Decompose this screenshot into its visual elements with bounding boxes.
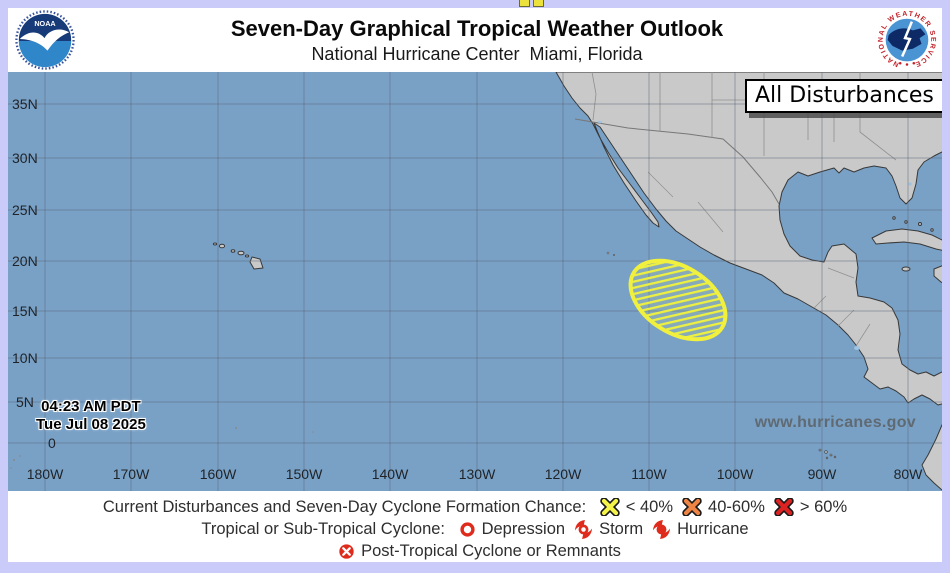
legend-item-depression: Depression	[459, 520, 565, 539]
legend-item-label: Hurricane	[677, 519, 749, 538]
lon-label-130W: 130W	[458, 466, 496, 482]
lon-label-160W: 160W	[199, 466, 237, 482]
page-title: Seven-Day Graphical Tropical Weather Out…	[230, 15, 724, 41]
legend-item-label: > 60%	[799, 497, 848, 516]
jamaica	[901, 266, 911, 272]
legend-item-post-tropical: Post-Tropical Cyclone or Remnants	[338, 542, 621, 561]
legend-line1-items: < 40% 40-60% > 60%	[600, 498, 847, 517]
revillagigedo-islands	[606, 251, 616, 257]
lat-label-35N: 35N	[12, 96, 38, 112]
hawaiian-islands	[212, 242, 264, 270]
legend-item-x-yellow: < 40%	[600, 498, 673, 517]
depression-icon	[459, 521, 475, 537]
overlay-mode-label: All Disturbances	[745, 79, 942, 113]
lon-label-80W: 80W	[893, 466, 923, 482]
map-graphic	[8, 72, 942, 491]
lon-label-110W: 110W	[631, 466, 667, 482]
pacific-islets	[10, 427, 314, 469]
legend: Current Disturbances and Seven-Day Cyclo…	[8, 491, 942, 562]
lon-label-120W: 120W	[544, 466, 582, 482]
legend-item-label: Storm	[599, 519, 644, 538]
legend-line2-items: Depression Storm Hurricane	[459, 519, 749, 539]
noaa-logo-text: NOAA	[34, 19, 56, 28]
issuance-timestamp: 04:23 AM PDT Tue Jul 08 2025	[36, 398, 146, 434]
x-marker-icon	[600, 498, 620, 516]
lat-label-5N: 5N	[16, 394, 34, 410]
legend-item-label: < 40%	[625, 497, 674, 516]
cuba	[871, 228, 942, 251]
nws-logo: NATIONAL WEATHER SERVICE	[876, 9, 940, 71]
watermark-url: www.hurricanes.gov	[754, 414, 916, 431]
storm-icon	[575, 519, 593, 539]
legend-line-cyclone-types: Tropical or Sub-Tropical Cyclone: Depres…	[8, 518, 942, 540]
legend-line-formation-chance: Current Disturbances and Seven-Day Cyclo…	[8, 496, 942, 518]
lat-label-20N: 20N	[12, 253, 38, 269]
clipped-marker-top-2	[533, 0, 544, 7]
lon-label-90W: 90W	[807, 466, 837, 482]
lat-label-0: 0	[48, 435, 56, 451]
timestamp-date: Tue Jul 08 2025	[36, 416, 146, 433]
x-marker-icon	[682, 498, 702, 516]
timestamp-time: 04:23 AM PDT	[41, 398, 141, 415]
legend-line1-label: Current Disturbances and Seven-Day Cyclo…	[102, 497, 591, 516]
hurricane-icon	[653, 519, 671, 539]
lon-label-150W: 150W	[285, 466, 323, 482]
header-titles: Seven-Day Graphical Tropical Weather Out…	[78, 16, 876, 65]
hispaniola	[933, 265, 942, 284]
post-tropical-icon	[339, 543, 354, 559]
lon-label-100W: 100W	[716, 466, 754, 482]
lat-label-25N: 25N	[12, 202, 38, 218]
legend-item-label: Depression	[481, 519, 566, 538]
legend-item-label: 40-60%	[708, 497, 765, 516]
legend-line2-label: Tropical or Sub-Tropical Cyclone:	[201, 519, 450, 538]
legend-item-x-red: > 60%	[774, 498, 847, 517]
lat-label-10N: 10N	[12, 350, 38, 366]
lon-label-180W: 180W	[26, 466, 64, 482]
clipped-marker-top-1	[519, 0, 530, 7]
page-subtitle: National Hurricane Center Miami, Florida	[311, 43, 643, 64]
lon-label-170W: 170W	[112, 466, 150, 482]
legend-line-post-tropical: Post-Tropical Cyclone or Remnants	[8, 540, 942, 562]
header: NOAA Seven-Day Graphical Tropical Weathe…	[8, 8, 942, 72]
noaa-logo: NOAA	[14, 9, 78, 71]
lat-label-15N: 15N	[12, 303, 38, 319]
legend-item-x-orange: 40-60%	[682, 498, 765, 517]
galapagos-islands	[818, 448, 837, 460]
x-marker-icon	[774, 498, 794, 516]
legend-line3-items: Post-Tropical Cyclone or Remnants	[338, 542, 621, 561]
legend-item-storm: Storm	[574, 519, 644, 539]
lakes	[598, 120, 912, 350]
outlook-map[interactable]: 35N 30N 25N 20N 15N 10N 5N 0 180W 170W 160W 150W 14…	[8, 72, 942, 491]
lat-label-30N: 30N	[12, 150, 38, 166]
legend-item-hurricane: Hurricane	[652, 519, 749, 539]
lon-label-140W: 140W	[371, 466, 409, 482]
disturbance-area-low-chance[interactable]	[616, 244, 739, 355]
legend-item-label: Post-Tropical Cyclone or Remnants	[361, 541, 621, 560]
